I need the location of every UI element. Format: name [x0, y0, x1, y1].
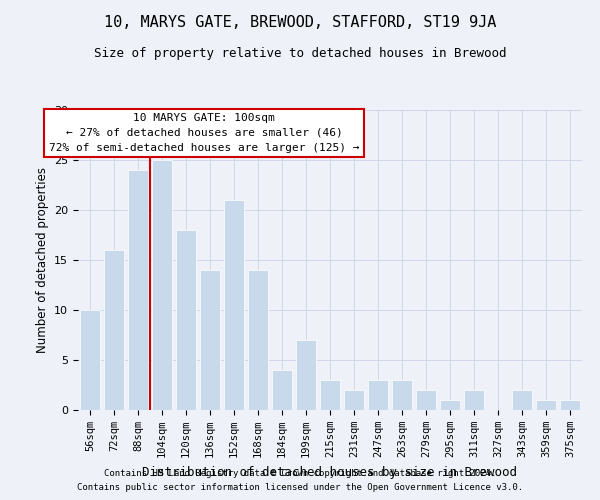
Bar	[152, 160, 172, 410]
Bar	[512, 390, 532, 410]
Bar	[320, 380, 340, 410]
Text: Contains HM Land Registry data © Crown copyright and database right 2024.: Contains HM Land Registry data © Crown c…	[104, 468, 496, 477]
Text: Contains public sector information licensed under the Open Government Licence v3: Contains public sector information licen…	[77, 484, 523, 492]
Y-axis label: Number of detached properties: Number of detached properties	[35, 167, 49, 353]
Bar	[344, 390, 364, 410]
Bar	[200, 270, 220, 410]
Bar	[416, 390, 436, 410]
Text: 10 MARYS GATE: 100sqm
← 27% of detached houses are smaller (46)
72% of semi-deta: 10 MARYS GATE: 100sqm ← 27% of detached …	[49, 113, 359, 152]
Bar	[272, 370, 292, 410]
Bar	[128, 170, 148, 410]
Bar	[560, 400, 580, 410]
Bar	[176, 230, 196, 410]
X-axis label: Distribution of detached houses by size in Brewood: Distribution of detached houses by size …	[143, 466, 517, 478]
Bar	[104, 250, 124, 410]
Bar	[248, 270, 268, 410]
Bar	[440, 400, 460, 410]
Bar	[536, 400, 556, 410]
Bar	[464, 390, 484, 410]
Bar	[368, 380, 388, 410]
Bar	[80, 310, 100, 410]
Bar	[296, 340, 316, 410]
Bar	[392, 380, 412, 410]
Text: Size of property relative to detached houses in Brewood: Size of property relative to detached ho…	[94, 48, 506, 60]
Bar	[224, 200, 244, 410]
Text: 10, MARYS GATE, BREWOOD, STAFFORD, ST19 9JA: 10, MARYS GATE, BREWOOD, STAFFORD, ST19 …	[104, 15, 496, 30]
